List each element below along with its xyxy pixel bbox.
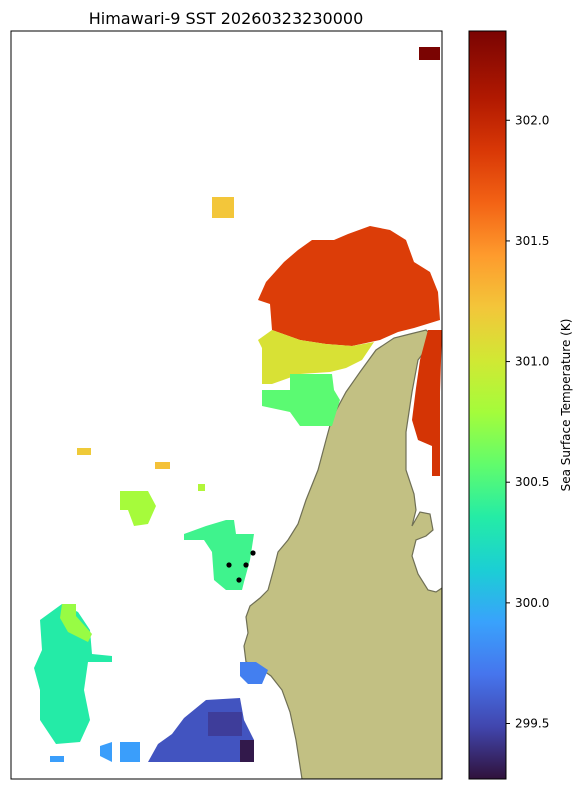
colorbar-tick-label: 301.0 [515,355,549,369]
region-centre-patch [184,520,254,590]
region-tiny-west-patch [77,448,91,455]
region-south-blob-corner [240,740,254,762]
region-south-west-blob-top [60,604,92,642]
land-mass [243,329,442,779]
colorbar-tick-label: 299.5 [515,717,549,731]
colorbar-tick-label: 302.0 [515,113,549,127]
marker-buoy-2 [226,562,232,568]
region-north-east-blob-base [262,374,340,426]
buoy-markers [226,550,256,583]
colorbar-tick-label: 301.5 [515,234,549,248]
colorbar-tick-label: 300.0 [515,596,549,610]
region-south-west-small-patch [50,742,140,762]
region-tiny-centre-patch [155,462,170,469]
colorbar-gradient [469,31,506,779]
region-north-east-corner [419,47,440,60]
colorbar-ticks: 299.5 300.0 300.5 301.0 301.5 302.0 [506,113,549,731]
colorbar-label: Sea Surface Temperature (K) [559,319,573,492]
colorbar: 299.5 300.0 300.5 301.0 301.5 302.0 Sea Surfa… [468,30,573,780]
region-tiny-centre-dot [198,484,205,491]
region-west-centre-patch [120,491,156,526]
marker-buoy-4 [236,577,242,583]
region-east-strip [412,330,442,476]
map-frame [10,30,443,780]
colorbar-tick-label: 300.5 [515,475,549,489]
chart-title: Himawari-9 SST 20260323230000 [89,9,364,28]
colorbar-frame [468,30,507,780]
region-north-east-blob-south-edge [258,330,374,384]
marker-buoy-1 [250,550,256,556]
region-small-north-patch [212,197,234,218]
region-large-north-east-blob [258,226,440,346]
region-south-west-blob [34,604,112,744]
map-area [11,31,442,779]
marker-buoy-3 [243,562,249,568]
region-south-blob-core [208,712,242,736]
sst-cells [34,47,442,762]
region-south-coast-patch [240,662,268,684]
